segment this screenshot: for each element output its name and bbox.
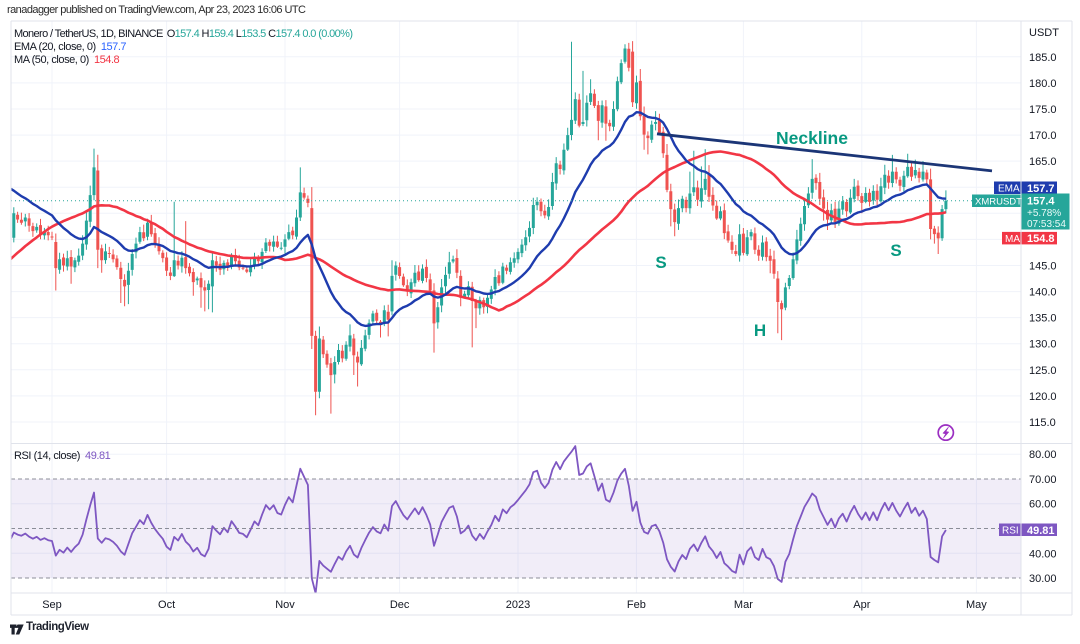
svg-text:EMA: EMA — [998, 184, 1020, 195]
svg-text:115.0: 115.0 — [1029, 417, 1056, 429]
svg-text:Feb: Feb — [627, 599, 646, 611]
svg-text:157.4: 157.4 — [1027, 196, 1055, 208]
svg-text:MA: MA — [1005, 234, 1020, 245]
svg-text:145.0: 145.0 — [1029, 261, 1057, 273]
svg-text:49.81: 49.81 — [1027, 525, 1055, 537]
svg-text:180.0: 180.0 — [1029, 78, 1057, 90]
svg-text:XMRUSDT: XMRUSDT — [975, 196, 1022, 207]
svg-text:40.00: 40.00 — [1029, 548, 1057, 560]
svg-text:+5.78%: +5.78% — [1027, 208, 1061, 219]
svg-text:135.0: 135.0 — [1029, 313, 1057, 325]
svg-text:Oct: Oct — [158, 599, 175, 611]
svg-text:175.0: 175.0 — [1029, 104, 1057, 116]
svg-text:Apr: Apr — [853, 599, 870, 611]
svg-text:RSI: RSI — [1002, 526, 1019, 537]
svg-text:07:53:54: 07:53:54 — [1027, 219, 1066, 230]
svg-text:80.00: 80.00 — [1029, 449, 1057, 461]
svg-text:2023: 2023 — [506, 599, 530, 611]
svg-text:170.0: 170.0 — [1029, 130, 1057, 142]
svg-text:60.00: 60.00 — [1029, 499, 1057, 511]
svg-text:120.0: 120.0 — [1029, 391, 1057, 403]
svg-text:185.0: 185.0 — [1029, 52, 1057, 64]
svg-text:H: H — [754, 321, 766, 340]
svg-text:Sep: Sep — [42, 599, 62, 611]
svg-text:S: S — [890, 241, 901, 260]
svg-text:May: May — [966, 599, 987, 611]
svg-text:S: S — [655, 253, 666, 272]
svg-text:130.0: 130.0 — [1029, 339, 1057, 351]
svg-text:157.7: 157.7 — [1027, 183, 1055, 195]
svg-text:165.0: 165.0 — [1029, 156, 1057, 168]
svg-text:70.00: 70.00 — [1029, 474, 1057, 486]
svg-text:140.0: 140.0 — [1029, 287, 1057, 299]
svg-text:USDT: USDT — [1029, 27, 1059, 39]
svg-text:Dec: Dec — [390, 599, 410, 611]
svg-text:154.8: 154.8 — [1027, 233, 1055, 245]
svg-text:Neckline: Neckline — [776, 128, 848, 148]
svg-text:Nov: Nov — [275, 599, 295, 611]
svg-text:125.0: 125.0 — [1029, 365, 1057, 377]
svg-text:30.00: 30.00 — [1029, 573, 1057, 585]
svg-text:Mar: Mar — [734, 599, 753, 611]
